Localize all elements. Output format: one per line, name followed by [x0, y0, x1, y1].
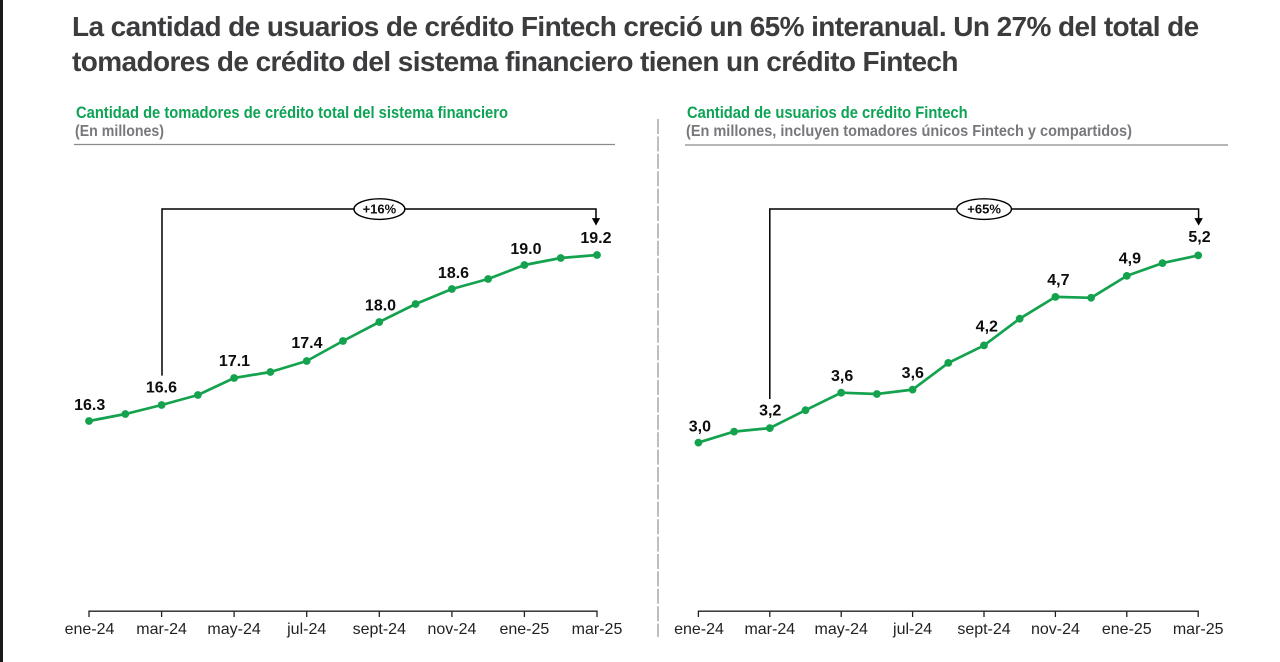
- svg-text:nov-24: nov-24: [1031, 621, 1080, 638]
- svg-text:3,0: 3,0: [689, 418, 711, 435]
- svg-text:may-24: may-24: [815, 621, 868, 638]
- svg-text:4,7: 4,7: [1047, 272, 1069, 289]
- svg-text:sept-24: sept-24: [353, 621, 406, 638]
- svg-text:mar-25: mar-25: [572, 621, 623, 638]
- svg-text:may-24: may-24: [207, 621, 260, 638]
- svg-text:mar-25: mar-25: [1173, 621, 1224, 638]
- svg-text:3,2: 3,2: [759, 403, 781, 420]
- svg-text:4,2: 4,2: [976, 319, 998, 336]
- svg-text:ene-24: ene-24: [65, 621, 115, 638]
- svg-text:sept-24: sept-24: [957, 621, 1010, 638]
- svg-text:ene-24: ene-24: [674, 621, 724, 638]
- svg-text:17.1: 17.1: [219, 353, 250, 370]
- svg-text:16.3: 16.3: [74, 397, 105, 414]
- svg-text:ene-25: ene-25: [499, 621, 549, 638]
- svg-text:18.0: 18.0: [365, 298, 396, 315]
- svg-text:18.6: 18.6: [438, 265, 469, 282]
- svg-text:+16%: +16%: [363, 202, 397, 217]
- svg-text:ene-25: ene-25: [1102, 621, 1152, 638]
- svg-text:19.0: 19.0: [510, 241, 541, 258]
- svg-text:19.2: 19.2: [580, 230, 611, 247]
- svg-text:5,2: 5,2: [1188, 229, 1210, 246]
- svg-text:nov-24: nov-24: [427, 621, 476, 638]
- svg-text:+65%: +65%: [967, 202, 1001, 217]
- svg-text:4,9: 4,9: [1119, 251, 1141, 268]
- svg-text:16.6: 16.6: [146, 380, 177, 397]
- svg-text:jul-24: jul-24: [892, 621, 932, 638]
- svg-text:mar-24: mar-24: [744, 621, 795, 638]
- svg-text:3,6: 3,6: [902, 365, 924, 382]
- svg-text:mar-24: mar-24: [136, 621, 187, 638]
- svg-text:jul-24: jul-24: [286, 621, 326, 638]
- svg-text:3,6: 3,6: [831, 368, 853, 385]
- svg-text:17.4: 17.4: [291, 335, 322, 352]
